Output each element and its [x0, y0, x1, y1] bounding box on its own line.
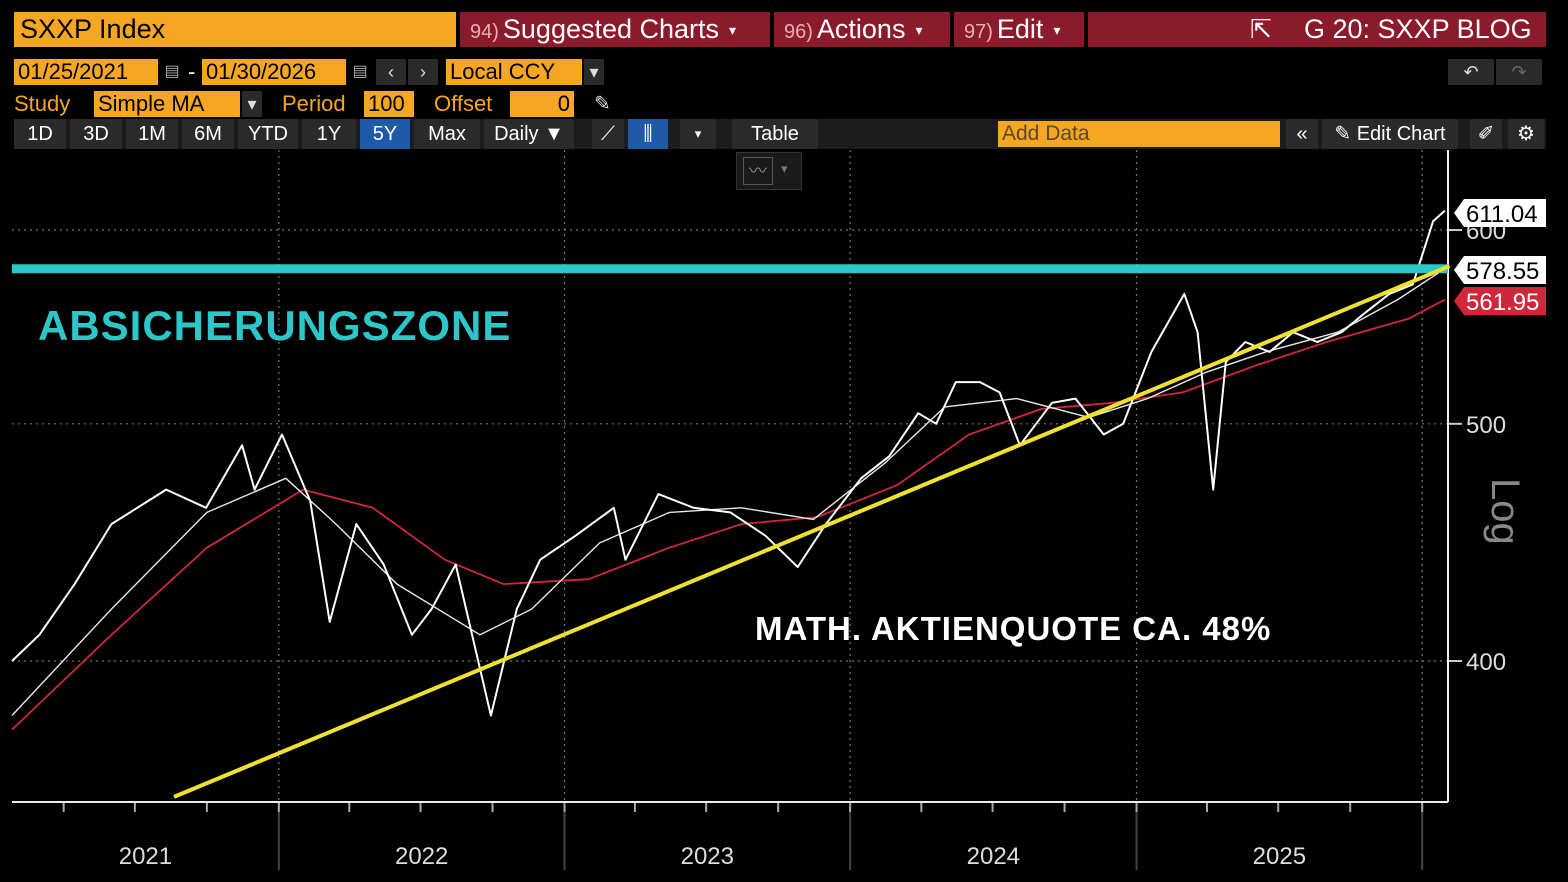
- study-select[interactable]: Simple MA: [94, 91, 240, 117]
- prev-period-icon[interactable]: ‹: [376, 59, 406, 85]
- calendar-icon[interactable]: ▤: [164, 63, 180, 80]
- period-input[interactable]: 100: [364, 91, 414, 117]
- tab-max[interactable]: Max: [414, 119, 480, 149]
- y-tick-label: 400: [1466, 649, 1506, 676]
- add-data-input[interactable]: Add Data: [998, 121, 1280, 147]
- annotation-hedging-zone: ABSICHERUNGSZONE: [38, 302, 511, 349]
- tab-ytd[interactable]: YTD: [238, 119, 298, 149]
- currency-select[interactable]: Local CCY: [446, 59, 582, 85]
- annotation-equity-ratio: MATH. AKTIENQUOTE CA. 48%: [755, 610, 1271, 647]
- chart-type-toggle[interactable]: 〰 ▾: [736, 152, 802, 190]
- period-label: Period: [282, 91, 346, 116]
- frequency-select[interactable]: Daily ▼: [484, 119, 574, 149]
- last-value-text: 611.04: [1466, 201, 1538, 228]
- offset-label: Offset: [434, 91, 493, 116]
- x-tick-label: 2025: [1253, 843, 1306, 870]
- study-label: Study: [14, 91, 71, 116]
- last-value-badge: [1454, 287, 1546, 315]
- offset-input[interactable]: 0: [510, 91, 574, 117]
- edit-chart-button[interactable]: ✎ Edit Chart: [1322, 119, 1458, 149]
- tab-1d[interactable]: 1D: [14, 119, 66, 149]
- date-separator: -: [188, 59, 196, 84]
- x-tick-label: 2022: [395, 843, 448, 870]
- calendar-icon[interactable]: ▤: [352, 63, 368, 80]
- menu-number: 96): [784, 21, 813, 43]
- edit-chart-label: Edit Chart: [1356, 123, 1446, 145]
- last-value-ma_white: 578.55: [1454, 256, 1546, 285]
- caret-down-icon: ▾: [915, 22, 923, 39]
- chart-grid: [12, 150, 1448, 802]
- last-value-price: 611.04: [1454, 199, 1546, 228]
- annotate-icon[interactable]: ✐: [1470, 119, 1502, 149]
- menu-label: Actions: [816, 14, 906, 44]
- chevron-down-icon: ▾: [781, 161, 788, 176]
- last-value-badge: [1454, 256, 1546, 284]
- caret-down-icon: ▾: [729, 22, 737, 39]
- chart-series: [11, 209, 1451, 799]
- popout-icon[interactable]: ⇱: [1250, 14, 1272, 44]
- last-value-text: 561.95: [1466, 289, 1539, 316]
- ticker-field[interactable]: SXXP Index: [14, 12, 456, 47]
- chart-title-bar: ⇱ G 20: SXXP BLOG: [1088, 12, 1546, 47]
- chart-title: G 20: SXXP BLOG: [1304, 14, 1532, 44]
- pencil-icon[interactable]: ✎: [594, 93, 611, 115]
- tab-1y[interactable]: 1Y: [302, 119, 356, 149]
- tab-3d[interactable]: 3D: [70, 119, 122, 149]
- chevron-down-icon[interactable]: ▾: [584, 59, 604, 85]
- undo-icon[interactable]: ↶: [1448, 59, 1494, 85]
- x-tick-label: 2021: [119, 843, 172, 870]
- menu-label: Edit: [996, 14, 1044, 44]
- chevron-down-icon[interactable]: ▾: [242, 91, 262, 117]
- series-line-ma_red: [11, 298, 1446, 731]
- last-value-text: 578.55: [1466, 258, 1539, 285]
- actions-menu[interactable]: 96) Actions ▾: [774, 12, 950, 47]
- tab-1m[interactable]: 1M: [126, 119, 178, 149]
- last-value-badge: [1454, 199, 1546, 227]
- gear-icon[interactable]: ⚙: [1508, 119, 1544, 149]
- scale-label: Log: [1483, 478, 1527, 545]
- menu-label: Suggested Charts: [502, 14, 720, 44]
- menu-number: 97): [964, 21, 993, 43]
- x-tick-label: 2023: [681, 843, 734, 870]
- x-axis: 2021 2022 2023 2024 2025: [12, 801, 1448, 870]
- end-date-input[interactable]: 01/30/2026: [202, 59, 346, 85]
- frequency-label: Daily: [494, 123, 539, 145]
- table-button[interactable]: Table: [732, 119, 818, 149]
- y-tick-label: 500: [1466, 412, 1506, 439]
- collapse-icon[interactable]: «: [1286, 119, 1318, 149]
- tab-5y[interactable]: 5Y: [360, 119, 410, 149]
- line-chart-icon[interactable]: ⟋: [592, 119, 624, 149]
- trendline: [173, 264, 1451, 799]
- suggested-charts-menu[interactable]: 94) Suggested Charts ▾: [460, 12, 770, 47]
- x-tick-label: 2024: [967, 843, 1020, 870]
- caret-down-icon: ▾: [1053, 22, 1061, 39]
- last-value-labels: 611.04 578.55 561.95: [1454, 199, 1546, 316]
- line-chart-icon: 〰: [743, 157, 773, 185]
- menu-number: 94): [470, 21, 499, 43]
- next-period-icon[interactable]: ›: [408, 59, 438, 85]
- edit-menu[interactable]: 97) Edit ▾: [954, 12, 1084, 47]
- redo-icon[interactable]: ↷: [1496, 59, 1542, 85]
- tab-6m[interactable]: 6M: [182, 119, 234, 149]
- chevron-down-icon[interactable]: ▾: [680, 119, 716, 149]
- bar-chart-icon[interactable]: ⫼: [628, 119, 668, 149]
- last-value-ma_red: 561.95: [1454, 287, 1546, 316]
- start-date-input[interactable]: 01/25/2021: [14, 59, 158, 85]
